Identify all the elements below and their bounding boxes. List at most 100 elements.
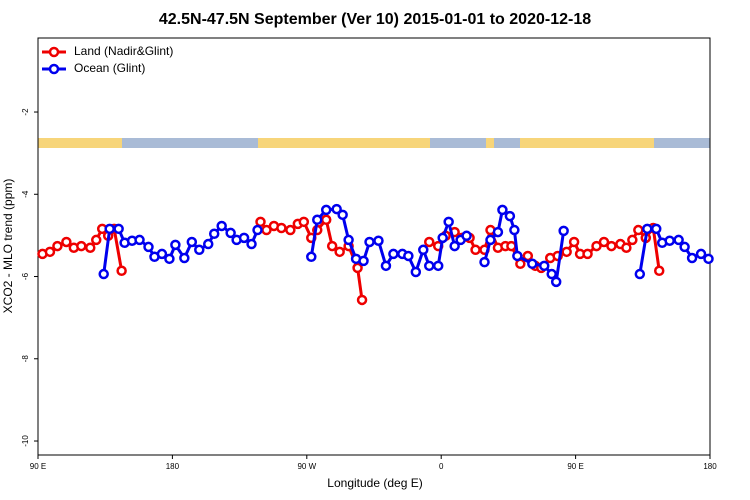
point: [432, 260, 444, 272]
point: [653, 265, 665, 277]
point: [364, 236, 375, 248]
chart-title: 42.5N-47.5N September (Ver 10) 2015-01-0…: [159, 11, 591, 28]
point: [113, 223, 124, 235]
x-tick-label: 180: [703, 462, 717, 471]
x-tick-label: 90 W: [297, 462, 316, 471]
point: [134, 234, 145, 246]
x-axis-label: Longitude (deg E): [327, 476, 422, 490]
point: [164, 253, 175, 265]
point: [388, 248, 399, 260]
point: [703, 253, 714, 265]
point: [202, 238, 214, 250]
legend-marker: [48, 63, 60, 75]
point: [358, 255, 369, 267]
point: [497, 204, 508, 216]
point: [546, 268, 557, 280]
point: [582, 248, 593, 260]
point: [561, 246, 572, 258]
point: [403, 250, 414, 262]
land-band: [520, 138, 654, 148]
point: [98, 268, 109, 280]
point: [44, 246, 56, 258]
point: [506, 240, 517, 252]
point: [512, 250, 523, 262]
point: [504, 210, 516, 222]
point: [380, 260, 392, 272]
point: [509, 224, 520, 236]
x-tick-label: 180: [166, 462, 180, 471]
point: [320, 214, 332, 226]
point: [642, 223, 653, 235]
point: [298, 216, 310, 228]
point: [276, 222, 287, 234]
point: [634, 268, 646, 280]
point: [443, 216, 454, 228]
point: [170, 239, 181, 251]
point: [306, 251, 317, 263]
point: [252, 224, 263, 236]
point: [485, 234, 496, 246]
point: [312, 214, 323, 226]
point: [673, 234, 684, 246]
point: [424, 236, 435, 248]
point: [591, 240, 602, 252]
x-tick-label: 0: [439, 462, 444, 471]
y-tick-label: -6: [21, 272, 30, 280]
point: [373, 235, 384, 246]
y-tick-label: -4: [21, 190, 30, 198]
point: [650, 223, 662, 235]
point: [479, 256, 490, 268]
land-band: [486, 138, 494, 148]
point: [437, 232, 448, 244]
point: [179, 252, 190, 264]
legend-label: Land (Nadir&Glint): [74, 44, 173, 58]
point: [156, 248, 168, 260]
point: [527, 258, 538, 270]
point: [238, 232, 250, 244]
land-band: [258, 138, 430, 148]
point: [686, 252, 698, 264]
point: [627, 234, 638, 246]
point: [216, 220, 227, 232]
point: [679, 241, 690, 253]
point: [492, 226, 504, 238]
point: [621, 242, 632, 253]
point: [424, 260, 435, 272]
point: [186, 236, 198, 248]
point: [558, 225, 569, 237]
y-tick-label: -8: [21, 355, 30, 363]
point: [470, 244, 481, 256]
point: [606, 240, 617, 252]
point: [61, 236, 72, 248]
x-tick-label: 90 E: [30, 462, 46, 471]
point: [550, 276, 562, 288]
point: [143, 241, 154, 253]
point: [538, 260, 550, 272]
map-strip: [38, 138, 710, 148]
point: [225, 227, 236, 239]
point: [352, 262, 363, 274]
point: [326, 240, 338, 252]
legend-marker: [48, 46, 60, 58]
point: [90, 234, 102, 246]
point: [104, 223, 115, 235]
point: [85, 242, 96, 253]
point: [337, 209, 348, 221]
point: [76, 240, 87, 252]
legend-label: Ocean (Glint): [74, 61, 145, 75]
y-tick-label: -10: [21, 435, 30, 447]
point: [568, 236, 580, 248]
point: [418, 244, 429, 256]
point: [695, 248, 707, 260]
point: [334, 246, 345, 258]
point: [633, 224, 644, 236]
point: [255, 216, 266, 228]
point: [246, 238, 257, 250]
y-tick-label: -2: [21, 108, 30, 116]
point: [598, 236, 610, 248]
point: [285, 224, 296, 236]
point: [343, 234, 354, 246]
point: [410, 266, 422, 278]
x-tick-label: 90 E: [567, 462, 583, 471]
